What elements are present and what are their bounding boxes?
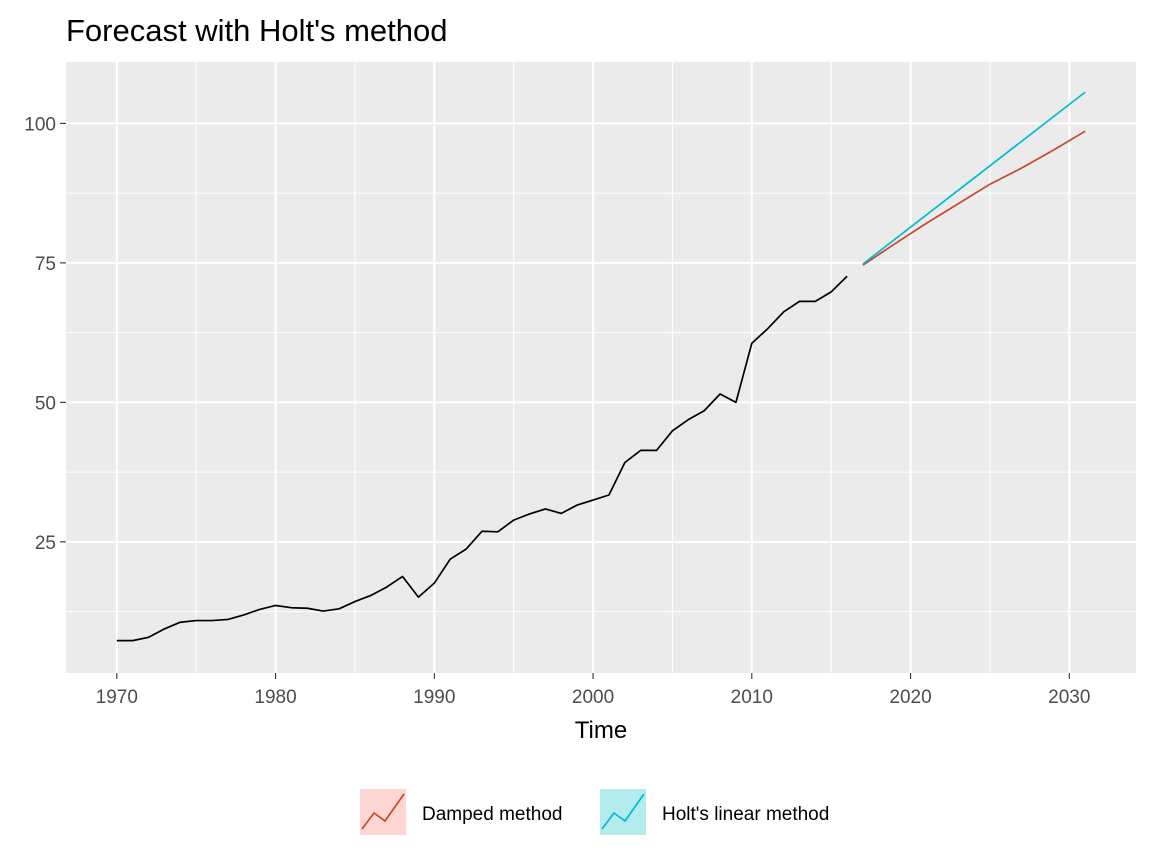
x-tick-label: 1980	[254, 687, 296, 708]
holt-legend-swatch	[600, 789, 646, 835]
damped-legend-swatch	[360, 789, 406, 835]
holt-legend-label: Holt's linear method	[662, 804, 829, 825]
y-axis-ticks: 25 50 75 100	[24, 114, 66, 554]
minor-gridlines	[66, 62, 1136, 673]
x-tick-label: 1990	[413, 687, 455, 708]
x-axis-ticks: 1970 1980 1990 2000 2010 2020 2030	[96, 673, 1090, 708]
x-tick-label: 2000	[572, 687, 614, 708]
damped-series-line	[862, 130, 1086, 266]
damped-legend-key-line	[361, 793, 405, 830]
chart-title: Forecast with Holt's method	[66, 13, 448, 48]
x-tick-label: 2010	[731, 687, 773, 708]
observed-series-line	[116, 275, 848, 642]
damped-legend-label: Damped method	[422, 804, 562, 825]
y-tick-label: 100	[24, 114, 56, 135]
legend: Damped method Holt's linear method	[360, 789, 829, 835]
major-gridlines	[66, 62, 1136, 673]
y-tick-label: 50	[35, 393, 56, 414]
x-tick-label: 1970	[96, 687, 138, 708]
holt-legend-key-line	[601, 793, 645, 830]
x-axis-title: Time	[575, 717, 627, 744]
y-tick-label: 75	[35, 254, 56, 275]
y-tick-label: 25	[35, 533, 56, 554]
plot-panel	[66, 62, 1136, 673]
series-layer	[116, 91, 1086, 642]
x-tick-label: 2020	[889, 687, 931, 708]
x-tick-label: 2030	[1048, 687, 1090, 708]
holt-series-line	[862, 91, 1086, 265]
